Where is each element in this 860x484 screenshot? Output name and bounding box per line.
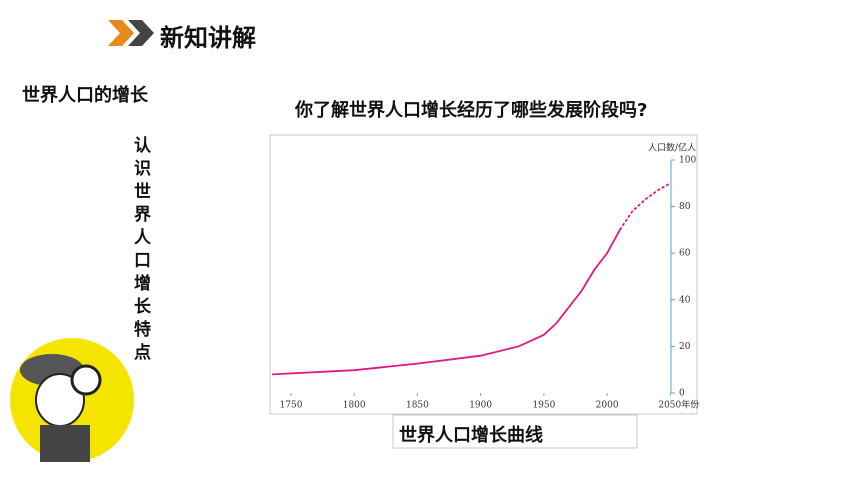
x-tick-label: 1850: [406, 401, 429, 411]
y-tick-label: 0: [679, 389, 685, 399]
caption-box: [392, 414, 638, 449]
chart-frame: [269, 134, 698, 415]
chevron: [108, 20, 134, 46]
y-tick-label: 40: [679, 295, 691, 305]
x-tick-label: 1950: [532, 401, 555, 411]
line: [271, 229, 621, 376]
y-tick-label: 80: [679, 202, 691, 212]
line: [619, 182, 671, 231]
y-tick-label: 20: [679, 342, 691, 352]
side-note: 认识世界人口增长特点: [130, 136, 150, 366]
detective: [10, 338, 134, 462]
x-tick-label: 1900: [469, 401, 492, 411]
x-tick-label: 1750: [280, 401, 303, 411]
section-title: 世界人口的增长: [22, 85, 148, 106]
caption: 世界人口增长曲线: [399, 425, 543, 446]
chevron: [128, 20, 154, 46]
header-title: 新知讲解: [160, 24, 256, 52]
x-tick-label: 1800: [343, 401, 366, 411]
y-tick-label: 60: [679, 249, 691, 259]
y-axis-label: 人口数/亿人: [648, 142, 696, 154]
question: 你了解世界人口增长经历了哪些发展阶段吗?: [295, 100, 648, 121]
x-tick-label: 2000: [596, 401, 619, 411]
y-tick-label: 100: [679, 156, 696, 166]
x-tick-label: 2050年份: [658, 399, 699, 411]
